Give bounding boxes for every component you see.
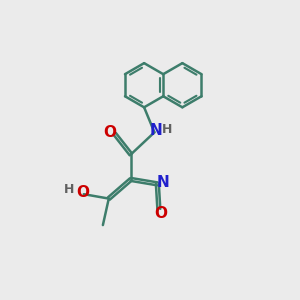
Text: O: O: [76, 185, 89, 200]
Text: O: O: [103, 125, 116, 140]
Text: H: H: [64, 183, 74, 196]
Text: N: N: [149, 123, 162, 138]
Text: O: O: [154, 206, 167, 221]
Text: N: N: [156, 175, 169, 190]
Text: H: H: [162, 124, 172, 136]
